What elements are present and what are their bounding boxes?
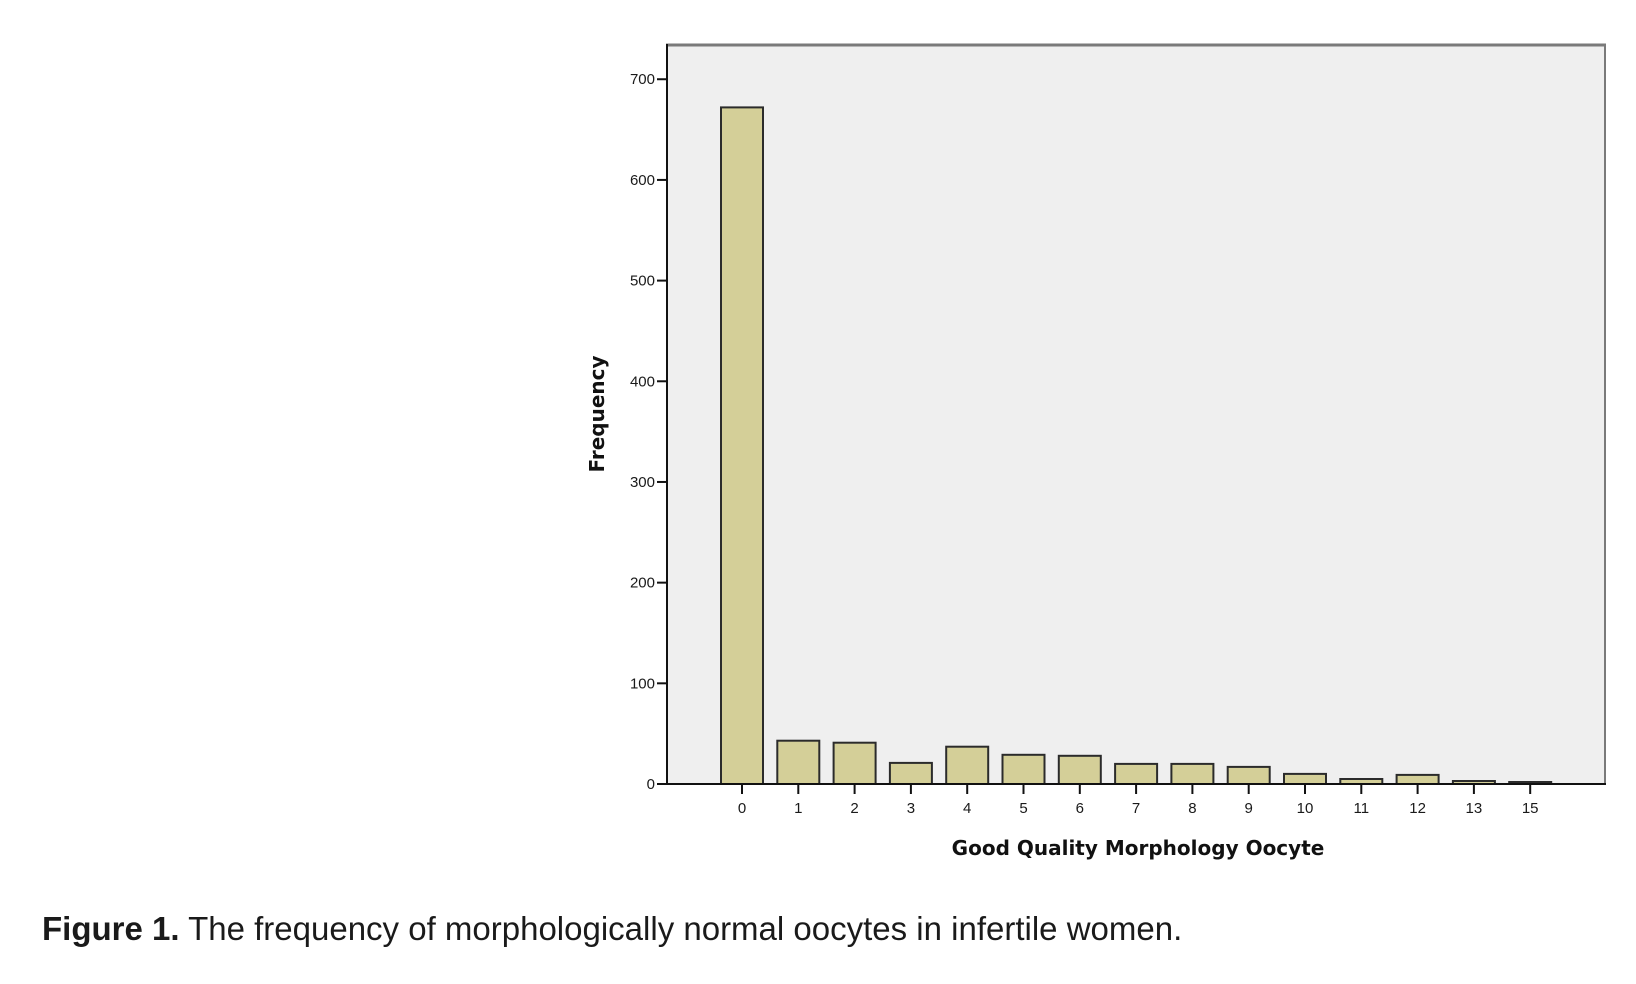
x-axis-title: Good Quality Morphology Oocyte [952, 836, 1325, 860]
x-tick-label-10: 10 [1297, 800, 1314, 817]
x-tick-label-15: 15 [1522, 800, 1539, 817]
bar-12 [1395, 773, 1440, 786]
x-tick-label-13: 13 [1466, 800, 1483, 817]
bar-5 [1001, 753, 1046, 785]
bar-10 [1283, 772, 1327, 786]
x-tick-label-1: 1 [794, 800, 802, 817]
bar-9 [1226, 765, 1271, 786]
x-tick-label-6: 6 [1076, 800, 1084, 817]
y-tick-label-500: 500 [630, 273, 655, 290]
x-tick-label-4: 4 [963, 800, 971, 817]
x-axis-ticks: 0 1 2 3 4 5 6 7 8 9 10 11 12 13 15 [738, 784, 1539, 817]
bar-3 [888, 761, 933, 786]
bar-2 [832, 741, 877, 786]
y-tick-label-100: 100 [630, 675, 655, 692]
bar-6 [1057, 754, 1102, 785]
y-tick-label-400: 400 [630, 373, 655, 390]
bars-group [720, 106, 1553, 786]
y-axis-ticks: 0 100 200 300 400 500 600 700 [630, 71, 667, 793]
x-tick-label-11: 11 [1354, 800, 1370, 817]
plot-area [666, 44, 1605, 784]
bar-8 [1170, 762, 1215, 786]
x-tick-label-8: 8 [1188, 800, 1196, 817]
bar-4 [945, 745, 990, 786]
bar-1 [776, 739, 821, 786]
y-tick-label-600: 600 [630, 172, 655, 189]
x-tick-label-0: 0 [738, 800, 746, 817]
x-tick-label-2: 2 [850, 800, 858, 817]
figure-caption-label: Figure 1. [42, 910, 180, 947]
figure-caption: Figure 1. The frequency of morphological… [42, 910, 1182, 948]
bar-0 [720, 106, 764, 785]
y-tick-label-700: 700 [630, 71, 655, 88]
y-axis-title: Frequency [585, 355, 609, 472]
x-tick-label-3: 3 [907, 800, 915, 817]
x-tick-label-7: 7 [1132, 800, 1140, 817]
y-tick-label-300: 300 [630, 474, 655, 491]
figure-caption-text: The frequency of morphologically normal … [179, 910, 1183, 947]
bar-7 [1114, 762, 1159, 786]
x-tick-label-5: 5 [1019, 800, 1027, 817]
y-tick-label-0: 0 [647, 776, 655, 793]
x-tick-label-9: 9 [1245, 800, 1253, 817]
x-tick-label-12: 12 [1409, 800, 1426, 817]
y-tick-label-200: 200 [630, 575, 655, 592]
